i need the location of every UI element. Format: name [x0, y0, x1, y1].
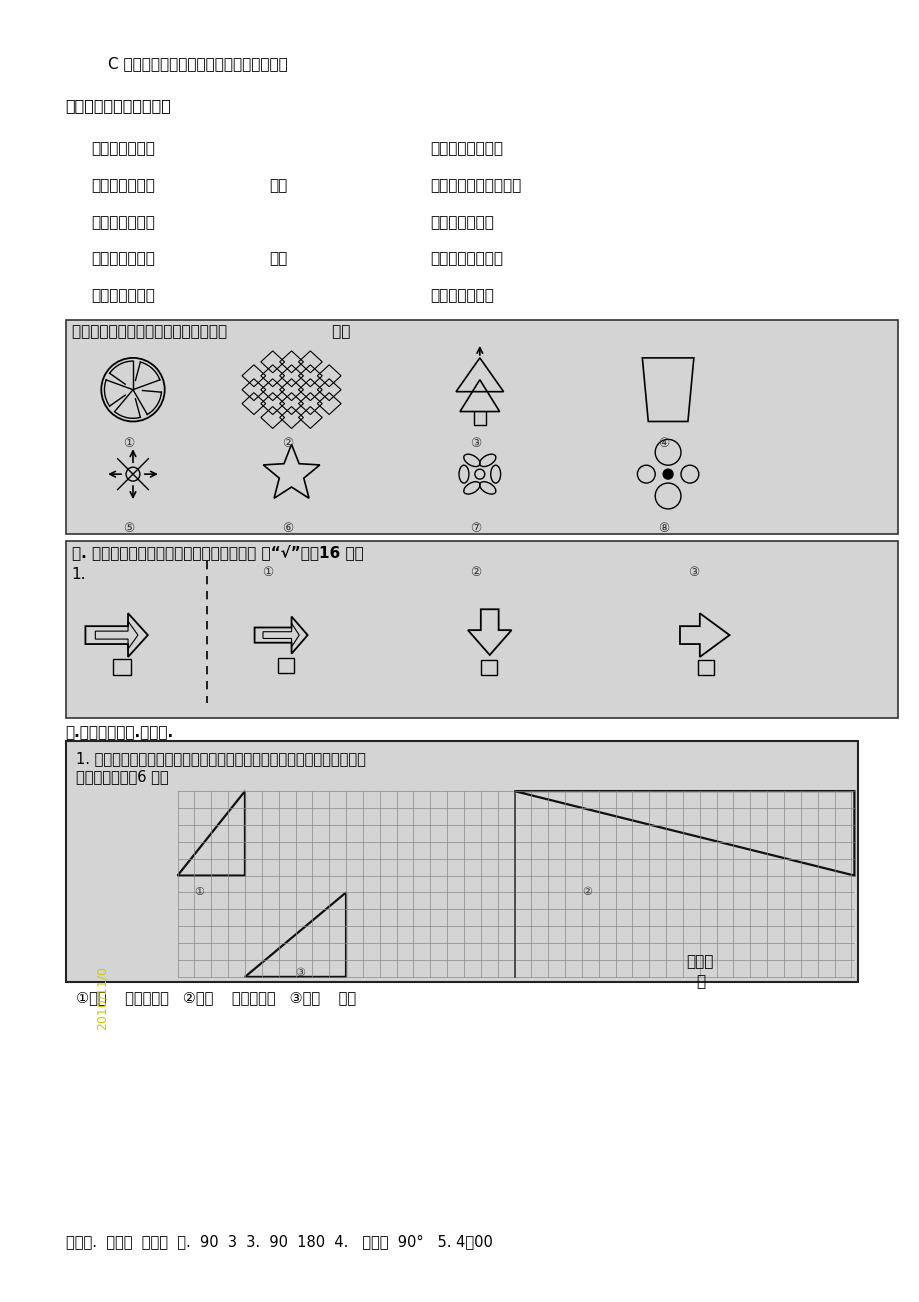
Bar: [113, 659, 130, 674]
Text: 旋转: 旋转: [269, 251, 288, 267]
Text: 将饮料瓶拧上盖: 将饮料瓶拧上盖: [91, 178, 155, 193]
Text: 飞机在跑道上滑行: 飞机在跑道上滑行: [430, 251, 503, 267]
Text: 七.按要求画一画.填一填.: 七.按要求画一画.填一填.: [65, 725, 174, 741]
Text: 1. 画出下面每个图形的另一半，使它成为一个轴对称图形，并说说这几个: 1. 画出下面每个图形的另一半，使它成为一个轴对称图形，并说说这几个: [75, 751, 365, 767]
Text: ③: ③: [470, 437, 481, 450]
Text: 什么三角形。（6 分）: 什么三角形。（6 分）: [75, 769, 168, 784]
Text: ①: ①: [123, 437, 134, 450]
Bar: [278, 658, 293, 673]
Text: 案: 案: [695, 974, 704, 990]
Text: ①: ①: [194, 888, 204, 897]
Bar: [65, 540, 897, 717]
Text: 六. 从镜子中看到的左边的图形是什么样的？ 画“√”。（16 分）: 六. 从镜子中看到的左边的图形是什么样的？ 画“√”。（16 分）: [72, 544, 363, 561]
Bar: [698, 660, 713, 674]
Text: 飞机螺旋桨转动: 飞机螺旋桨转动: [91, 288, 155, 303]
Text: 四、找朋友。（连一连）: 四、找朋友。（连一连）: [65, 99, 171, 113]
Text: 活动着的推拉门: 活动着的推拉门: [91, 251, 155, 267]
Text: 空中放飞的风筝: 空中放飞的风筝: [430, 215, 494, 230]
Text: ⑤: ⑤: [123, 522, 134, 535]
Circle shape: [663, 469, 673, 479]
Text: ④: ④: [657, 437, 669, 450]
Text: 一、１.  顺时针  逆时针  ２.  90  3  3.  90  180  4.   顺时针  90°   5. 4：00: 一、１. 顺时针 逆时针 ２. 90 3 3. 90 180 4. 顺时针 90…: [65, 1234, 492, 1249]
Bar: [65, 320, 897, 534]
Text: ⑦: ⑦: [470, 522, 481, 535]
Text: 自行车车轮的转动: 自行车车轮的转动: [430, 142, 503, 156]
Bar: [65, 741, 857, 982]
Text: ①: ①: [262, 565, 273, 578]
Text: ②: ②: [470, 565, 481, 578]
Text: ②: ②: [281, 437, 292, 450]
Text: 用橡皮擦本子上的污迹: 用橡皮擦本子上的污迹: [430, 178, 521, 193]
Text: ③: ③: [687, 565, 698, 578]
Text: 五、下面图形中，是轴对称图形的有（                    ）。: 五、下面图形中，是轴对称图形的有（ ）。: [72, 324, 349, 339]
Text: ⑧: ⑧: [657, 522, 669, 535]
Text: ①是（    ）角三角形   ②是（    ）角三角形   ③是（    ）角: ①是（ ）角三角形 ②是（ ）角三角形 ③是（ ）角: [75, 990, 356, 1005]
Text: 1.: 1.: [72, 566, 86, 582]
Text: C 由平移得到的图形也一定可由旋转得到。: C 由平移得到的图形也一定可由旋转得到。: [108, 56, 288, 70]
Text: 工人在拖动木板: 工人在拖动木板: [91, 142, 155, 156]
Text: ③: ③: [295, 967, 305, 978]
Text: ⑥: ⑥: [281, 522, 292, 535]
Text: 2010/11/0: 2010/11/0: [96, 966, 108, 1030]
Text: 平移: 平移: [269, 178, 288, 193]
Bar: [481, 660, 496, 674]
Text: 小朋友在荡秋千: 小朋友在荡秋千: [91, 215, 155, 230]
Text: 小鸟在空中飞行: 小鸟在空中飞行: [430, 288, 494, 303]
Text: 参考答: 参考答: [686, 954, 712, 969]
Text: ②: ②: [581, 888, 591, 897]
